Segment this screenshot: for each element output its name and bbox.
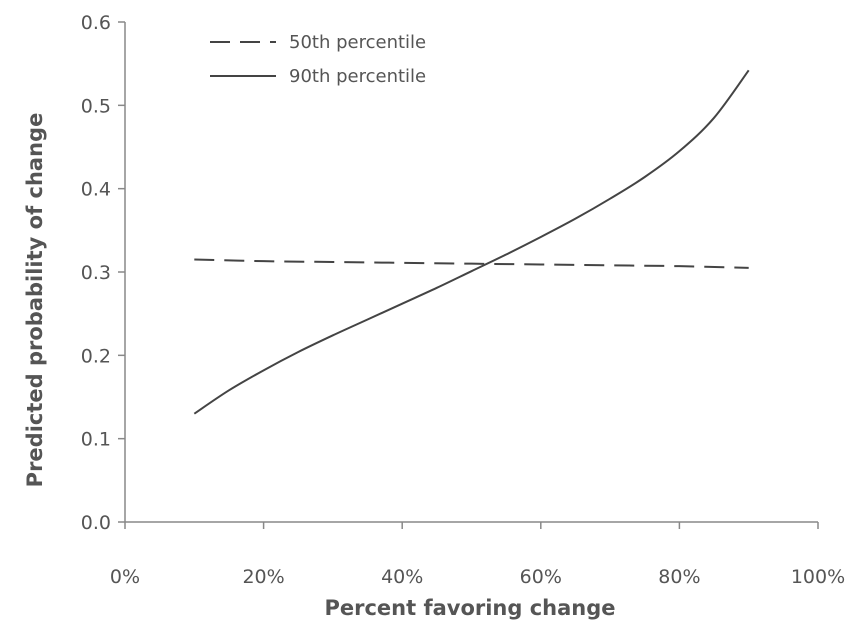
y-tick-label: 0.0 [81, 512, 111, 534]
x-tick-label: 20% [242, 566, 284, 588]
x-axis-title: Percent favoring change [324, 596, 615, 620]
x-tick-label: 60% [520, 566, 562, 588]
legend-label-50th-percentile: 50th percentile [289, 32, 426, 53]
y-tick-label: 0.5 [81, 95, 111, 117]
series-lines [193, 69, 750, 415]
y-axis-title: Predicted probability of change [23, 113, 47, 488]
legend: 50th percentile 90th percentile [210, 32, 426, 87]
y-tick-label: 0.2 [81, 345, 111, 367]
series-line-90th-percentile [193, 69, 750, 415]
y-tick-label: 0.3 [81, 262, 111, 284]
y-ticks: 0.0 0.1 0.2 0.3 0.4 0.5 0.6 [81, 12, 125, 534]
y-tick-label: 0.1 [81, 429, 111, 451]
x-tick-label: 80% [658, 566, 700, 588]
x-tick-label: 40% [381, 566, 423, 588]
x-ticks: 0% 20% 40% 60% 80% 100% [110, 522, 845, 588]
x-tick-label: 0% [110, 566, 140, 588]
series-line-50th-percentile [194, 258, 749, 269]
y-tick-label: 0.4 [81, 179, 111, 201]
x-tick-label: 100% [791, 566, 845, 588]
y-tick-label: 0.6 [81, 12, 111, 34]
legend-label-90th-percentile: 90th percentile [289, 66, 426, 87]
